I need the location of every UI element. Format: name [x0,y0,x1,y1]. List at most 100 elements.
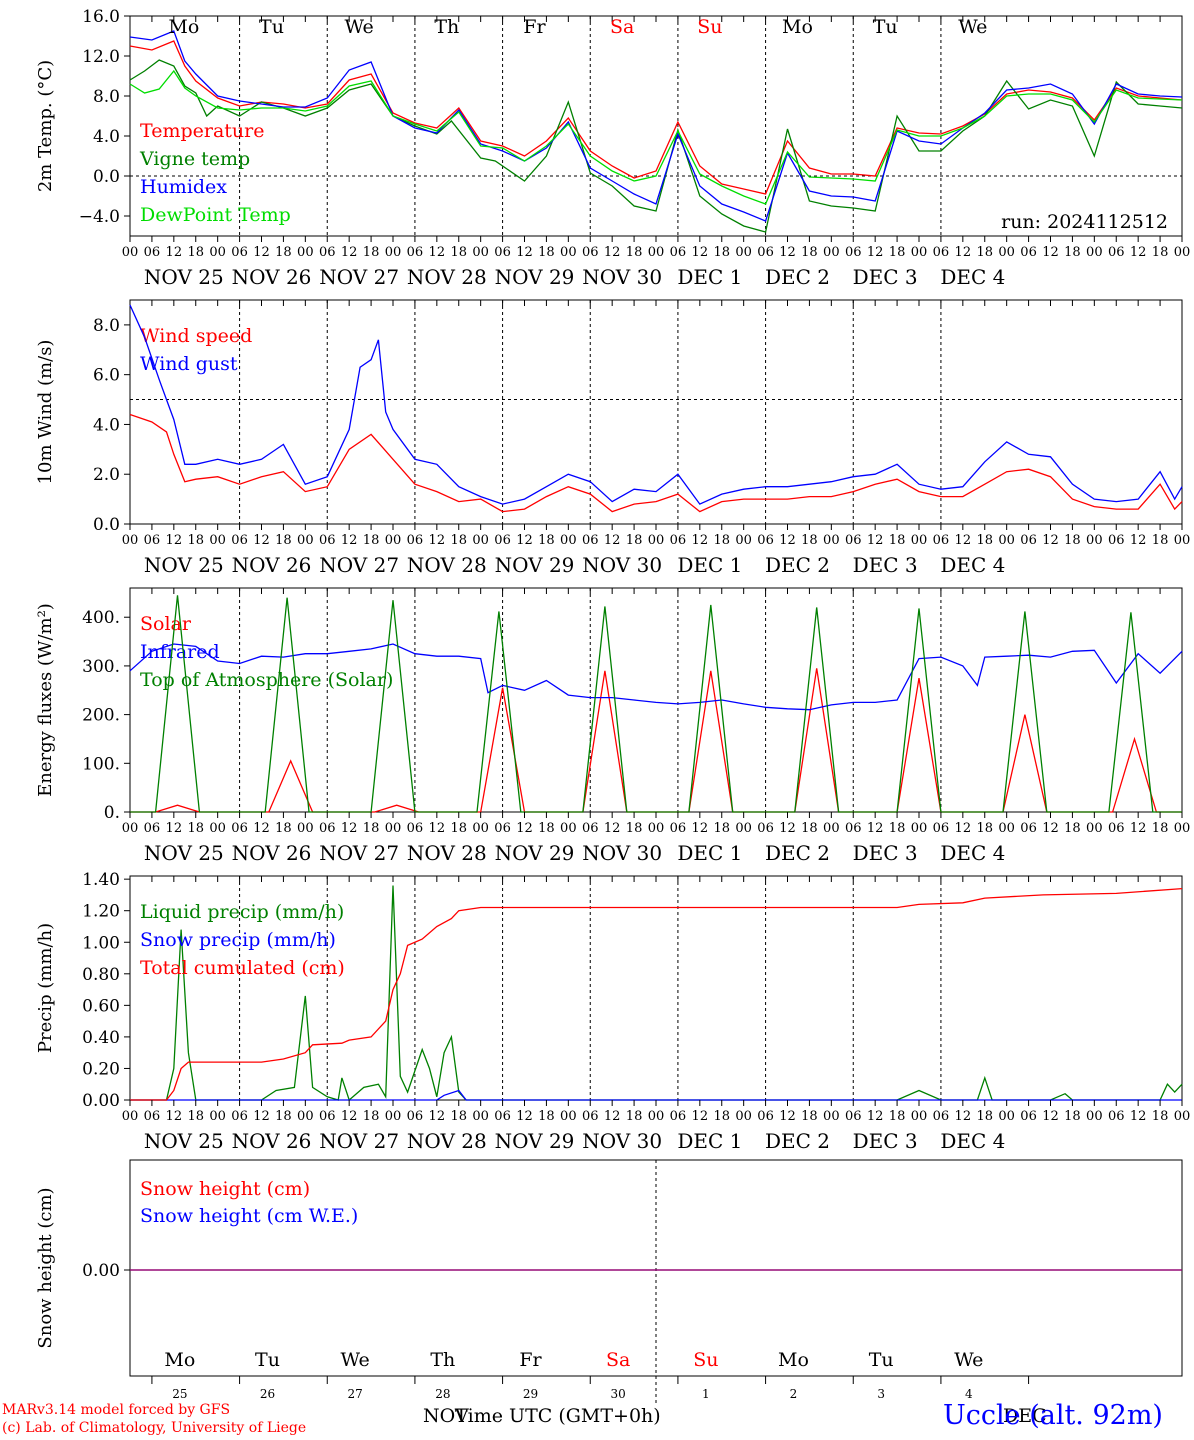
hour-tick-label: 00 [122,533,139,548]
hour-tick-label: 00 [297,821,314,836]
hour-tick-label: 18 [538,1109,555,1124]
hour-tick-label: 12 [1042,821,1059,836]
hour-tick-label: 06 [494,245,511,260]
hour-tick-label: 06 [933,821,950,836]
hour-tick-label: 12 [429,1109,446,1124]
day-name: Mo [778,1349,809,1371]
hour-tick-label: 12 [429,821,446,836]
hour-tick-label: 18 [450,245,467,260]
model-line: MARv3.14 model forced by GFS [2,1402,231,1418]
hour-tick-label: 06 [670,821,687,836]
date-label: DEC 1 [677,841,742,865]
y-tick-label: 2.0 [93,465,120,485]
hour-tick-label: 06 [319,245,336,260]
hour-tick-label: 00 [385,533,402,548]
y-tick-label: 400. [82,608,120,628]
hour-tick-label: 18 [713,533,730,548]
hour-tick-label: 12 [1130,821,1147,836]
day-name: Fr [523,16,546,38]
hour-tick-label: 00 [911,533,928,548]
hour-tick-label: 12 [867,245,884,260]
y-tick-label: 1.00 [82,933,120,953]
hour-tick-label: 00 [122,245,139,260]
date-label: NOV 25 [144,265,224,289]
hour-tick-label: 12 [253,245,270,260]
legend-entry: Temperature [140,120,264,142]
date-label: NOV 27 [319,265,399,289]
y-tick-label: 0.0 [93,515,120,535]
hour-tick-label: 18 [713,1109,730,1124]
hour-tick-label: 00 [297,245,314,260]
hour-tick-label: 00 [209,821,226,836]
hour-tick-label: 12 [692,1109,709,1124]
hour-tick-label: 12 [516,1109,533,1124]
hour-tick-label: 12 [516,533,533,548]
series-line-0 [129,40,1183,195]
hour-tick-label: 06 [407,1109,424,1124]
hour-tick-label: 12 [429,533,446,548]
legend-entry: Total cumulated (cm) [140,957,345,979]
hour-tick-label: 12 [253,1109,270,1124]
hour-tick-label: 12 [341,821,358,836]
date-label: NOV 26 [232,553,312,577]
day-name: Tu [869,1349,894,1371]
y-tick-label: 300. [82,657,120,677]
hour-tick-label: 12 [692,821,709,836]
hour-tick-label: 12 [779,245,796,260]
hour-tick-label: 12 [955,1109,972,1124]
credit-line: (c) Lab. of Climatology, University of L… [2,1420,307,1436]
hour-tick-label: 06 [1020,821,1037,836]
hour-tick-label: 00 [472,1109,489,1124]
date-label: DEC 4 [940,265,1005,289]
hour-tick-label: 12 [166,821,183,836]
date-label: DEC 3 [853,265,918,289]
hour-tick-label: 12 [867,1109,884,1124]
hour-tick-label: 12 [341,1109,358,1124]
hour-tick-label: 18 [1064,1109,1081,1124]
hour-tick-label: 00 [1086,1109,1103,1124]
hour-tick-label: 00 [297,533,314,548]
day-name: Th [430,1349,455,1371]
date-label: DEC 2 [765,265,830,289]
hour-tick-label: 12 [166,533,183,548]
date-label: DEC 1 [677,553,742,577]
hour-tick-label: 06 [670,245,687,260]
hour-tick-label: 18 [976,821,993,836]
hour-tick-label: 18 [801,821,818,836]
hour-tick-label: 00 [823,821,840,836]
plot-frame [129,299,1183,525]
hour-tick-label: 00 [911,1109,928,1124]
hour-tick-label: 00 [823,533,840,548]
hour-tick-label: 06 [494,821,511,836]
hour-tick-label: 06 [582,245,599,260]
legend-entry: Solar [140,613,192,635]
hour-tick-label: 12 [779,1109,796,1124]
hour-tick-label: 06 [757,533,774,548]
date-label: NOV 25 [144,841,224,865]
date-label: DEC 3 [853,553,918,577]
day-number: 1 [702,1387,710,1401]
hour-tick-label: 00 [735,245,752,260]
hour-tick-label: 00 [560,533,577,548]
hour-tick-label: 12 [429,245,446,260]
hour-tick-label: 18 [801,1109,818,1124]
legend-entry: Vigne temp [139,148,250,170]
hour-tick-label: 18 [275,1109,292,1124]
hour-tick-label: 18 [976,245,993,260]
series-line-1 [130,1089,1182,1101]
hour-tick-label: 18 [538,821,555,836]
hour-tick-label: 00 [735,821,752,836]
hour-tick-label: 12 [253,821,270,836]
day-name: Tu [259,16,284,38]
series-line-2 [129,30,1183,222]
day-number: 28 [435,1387,450,1401]
hour-tick-label: 06 [845,1109,862,1124]
hour-tick-label: 00 [998,821,1015,836]
day-name: Sa [610,16,634,38]
hour-tick-label: 12 [1130,245,1147,260]
hour-tick-label: 06 [933,245,950,260]
hour-tick-label: 12 [604,1109,621,1124]
hour-tick-label: 00 [209,533,226,548]
legend-entry: Snow height (cm) [140,1178,310,1200]
hour-tick-label: 00 [560,245,577,260]
